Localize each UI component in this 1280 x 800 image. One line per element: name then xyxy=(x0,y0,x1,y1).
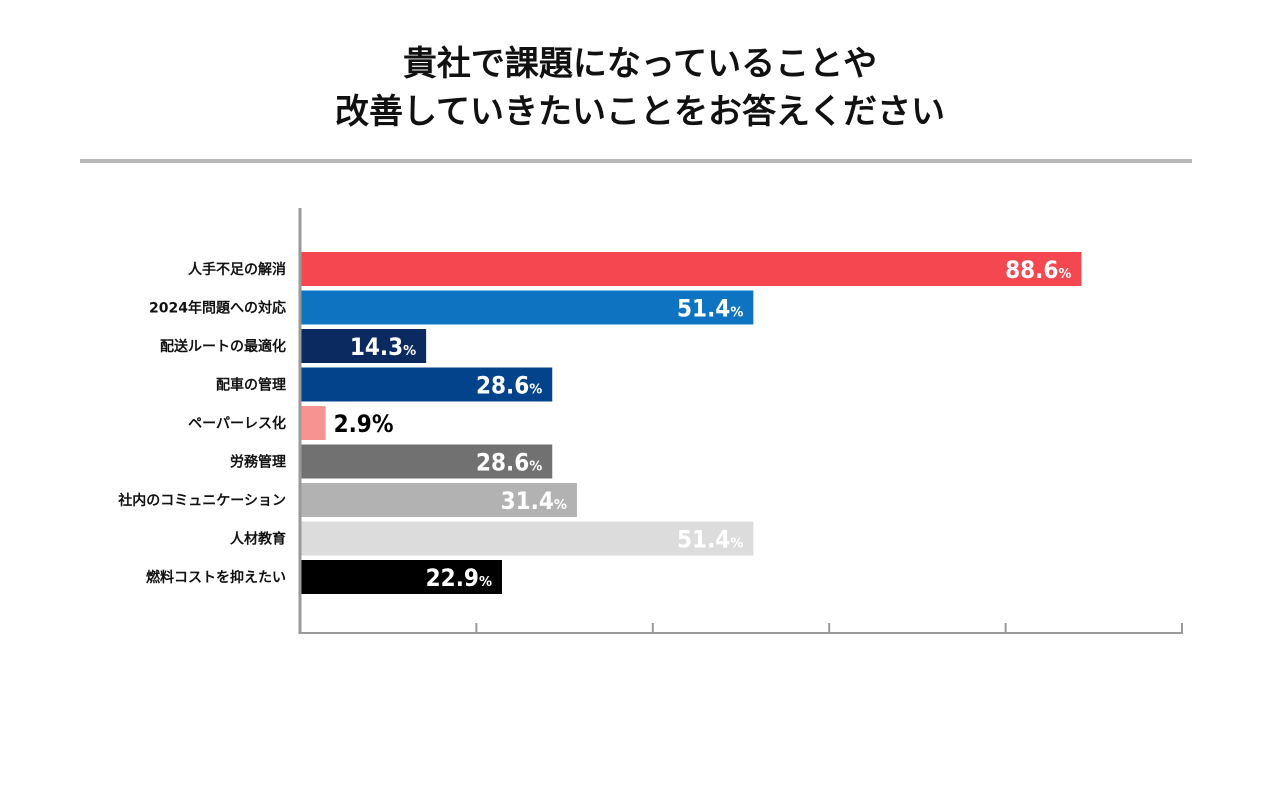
data-label-value: 22.9 xyxy=(426,564,479,592)
bar xyxy=(300,252,1082,286)
data-label: 51.4% xyxy=(677,295,743,323)
data-label: 14.3% xyxy=(350,333,416,361)
bar xyxy=(300,444,553,479)
data-label-unit: % xyxy=(1058,267,1071,282)
data-label-unit: % xyxy=(730,537,743,552)
category-label: 人材教育 xyxy=(230,531,286,548)
category-label: 2024年問題への対応 xyxy=(149,300,286,317)
title-divider xyxy=(80,159,1192,163)
category-label: ペーパーレス化 xyxy=(188,415,286,432)
chart-title-line-1: 貴社で課題になっていることや xyxy=(402,44,878,84)
bar xyxy=(300,560,502,594)
bar xyxy=(300,521,754,556)
data-label-value: 14.3 xyxy=(350,333,403,361)
data-label-value: 28.6 xyxy=(476,449,529,477)
bar xyxy=(300,290,754,325)
category-label: 配車の管理 xyxy=(216,377,286,394)
data-label-unit: % xyxy=(372,410,394,438)
bar xyxy=(300,483,577,517)
data-label: 28.6% xyxy=(476,449,542,477)
bar xyxy=(300,329,427,363)
data-label-unit: % xyxy=(529,460,542,475)
data-label-value: 88.6 xyxy=(1005,256,1058,284)
data-label-value: 51.4 xyxy=(677,295,730,323)
bars-layer: 人手不足の解消 88.6% 2024年問題への対応 51.4% 配送ルートの最適化 14.… xyxy=(117,252,1082,594)
data-label: 28.6% xyxy=(476,372,542,400)
axis-layer xyxy=(298,208,1183,634)
bar xyxy=(300,406,326,440)
data-label-unit: % xyxy=(479,575,492,590)
data-label-unit: % xyxy=(529,383,542,398)
category-label: 社内のコミュニケーション xyxy=(117,492,286,509)
bar xyxy=(300,367,553,402)
data-label: 88.6% xyxy=(1005,256,1071,284)
data-label: 22.9% xyxy=(426,564,492,592)
category-label: 配送ルートの最適化 xyxy=(160,338,286,355)
category-label: 燃料コストを抑えたい xyxy=(146,569,286,586)
data-label: 31.4% xyxy=(501,487,567,515)
category-label: 労務管理 xyxy=(230,454,286,471)
data-label-value: 2.9 xyxy=(334,410,372,438)
data-label-unit: % xyxy=(730,306,743,321)
data-label-value: 28.6 xyxy=(476,372,529,400)
data-label-value: 51.4 xyxy=(677,526,730,554)
data-label-value: 31.4 xyxy=(501,487,554,515)
chart-title: 貴社で課題になっていることや 改善していきたいことをお答えください xyxy=(0,40,1280,136)
data-label-unit: % xyxy=(554,498,567,513)
chart-title-line-2: 改善していきたいことをお答えください xyxy=(335,92,945,132)
data-label: 2.9% xyxy=(334,410,394,438)
data-label: 51.4% xyxy=(677,526,743,554)
category-label: 人手不足の解消 xyxy=(188,261,286,278)
data-label-unit: % xyxy=(403,344,416,359)
